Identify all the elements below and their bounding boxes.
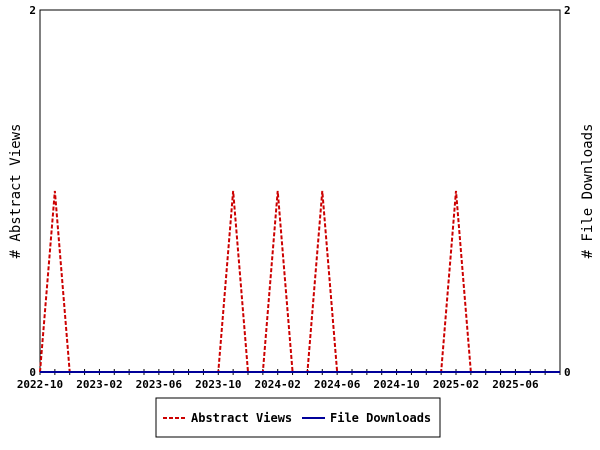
x-tick-label-2023-10: 2023-10 — [195, 378, 241, 391]
y-right-tick-label-max: 2 — [564, 4, 571, 17]
x-tick-label-2024-06: 2024-06 — [314, 378, 361, 391]
legend-label-file-downloads: File Downloads — [330, 411, 431, 425]
y-right-axis-title: # File Downloads — [580, 124, 596, 259]
x-tick-label-2023-06: 2023-06 — [136, 378, 183, 391]
y-left-tick-label-min: 0 — [29, 366, 36, 379]
x-tick-label-2024-02: 2024-02 — [255, 378, 301, 391]
legend-box — [155, 397, 441, 438]
x-tick-label-2025-02: 2025-02 — [433, 378, 479, 391]
x-tick-label-2023-02: 2023-02 — [76, 378, 122, 391]
y-right-tick-label-min: 0 — [564, 366, 571, 379]
x-tick-label-2024-10: 2024-10 — [373, 378, 419, 391]
y-left-axis-title: # Abstract Views — [8, 124, 24, 259]
x-axis-labels: 2022-10 2023-02 2023-06 2023-10 2024-02 2024-… — [17, 378, 539, 391]
x-tick-label-2022-10: 2022-10 — [17, 378, 63, 391]
series-layer — [39, 190, 560, 373]
x-tick-label-2025-06: 2025-06 — [492, 378, 539, 391]
legend: Abstract Views File Downloads — [155, 397, 441, 438]
y-axis-right: 2 0 — [564, 4, 571, 379]
legend-label-abstract-views: Abstract Views — [191, 411, 292, 425]
y-left-tick-label-max: 2 — [29, 4, 36, 17]
y-axis-left: 2 0 — [29, 4, 36, 379]
